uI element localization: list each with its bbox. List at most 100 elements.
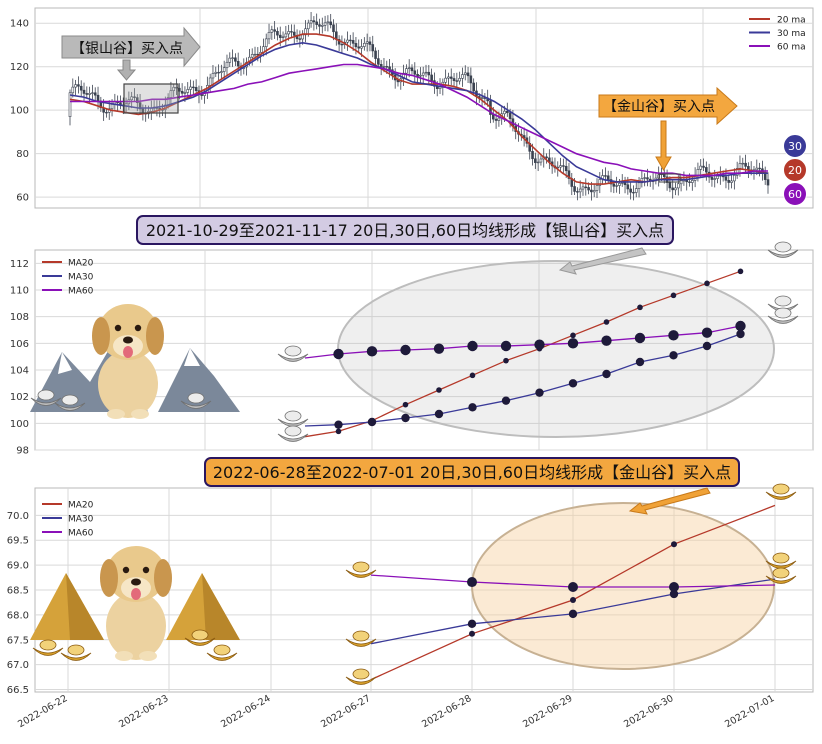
candle-body: [183, 92, 187, 94]
candle-body: [668, 182, 672, 189]
silver-arrow: [61, 26, 201, 68]
candle-body: [671, 187, 674, 191]
candle-body: [480, 97, 484, 99]
point-ma30: [367, 417, 377, 427]
candle-body: [105, 111, 108, 114]
candle: [105, 108, 108, 118]
silver-ingot-start-ma60-dome: [284, 345, 302, 357]
candle: [581, 183, 585, 196]
candle: [77, 76, 80, 94]
candle-body: [497, 117, 501, 121]
gold-ingot-start-ma60-body: [345, 569, 377, 578]
candle-body: [93, 92, 97, 96]
candle-body: [405, 68, 408, 74]
legend-label-60-ma: 60 ma: [777, 43, 806, 53]
candle-body: [363, 43, 366, 47]
point-ma20: [570, 332, 576, 339]
candle-body: [724, 176, 728, 181]
candle-body: [629, 188, 632, 193]
candle-body: [452, 78, 456, 81]
point-ma20: [402, 401, 409, 408]
candle: [562, 158, 565, 175]
silver-ingot-body: [30, 397, 62, 406]
candle-body: [733, 175, 736, 182]
line-60-ma: [70, 63, 768, 177]
silver-ingot-body: [54, 402, 86, 411]
candle: [220, 64, 223, 79]
gold-ingot-end-ma30: [765, 552, 797, 569]
point-ma20: [637, 304, 643, 311]
candle: [284, 25, 288, 46]
candle: [576, 187, 579, 201]
candle-body: [427, 71, 431, 76]
point-ma20: [737, 268, 744, 275]
gold-ingot-start-ma60-dome: [352, 561, 370, 573]
candle: [410, 64, 414, 75]
silver-ingot-dome: [187, 392, 205, 404]
candle-body: [562, 165, 565, 167]
candle: [536, 153, 540, 172]
candle: [424, 64, 428, 78]
candle-body: [573, 186, 576, 192]
silver-valley-title-box: [136, 215, 674, 245]
dog-illustration-eye-left: [122, 566, 130, 574]
point-ma30: [468, 403, 477, 412]
series-ma60: [370, 574, 776, 593]
candle-body: [578, 188, 582, 193]
silver-pointer-arrow: [558, 247, 647, 275]
y-tick-label: 68.0: [7, 610, 29, 621]
line-ma60: [304, 325, 741, 359]
silver-ingot-start-ma30-dome: [284, 410, 302, 422]
candle-body: [169, 90, 173, 98]
dog-illustration-ear-right: [146, 317, 164, 355]
y-tick-label: 108: [10, 312, 29, 323]
candle: [180, 83, 184, 98]
badge-label-60: 60: [788, 188, 802, 201]
candle: [329, 13, 332, 29]
candle: [357, 39, 361, 54]
gold-ingot-body: [32, 647, 64, 656]
candle-body: [449, 76, 453, 79]
silver-ingot-start-ma60: [277, 345, 309, 362]
point-ma30: [635, 357, 645, 367]
candle: [413, 62, 417, 83]
candle-body: [290, 31, 293, 33]
candle: [452, 72, 456, 88]
candle-body: [559, 165, 562, 168]
candle: [250, 48, 254, 66]
dog-illustration-nose: [123, 336, 133, 344]
candle-body: [178, 87, 181, 92]
candle-body: [766, 179, 770, 186]
legend-label-ma30: MA30: [68, 273, 94, 283]
candle-body: [236, 60, 240, 67]
candle: [405, 64, 408, 80]
candle: [267, 23, 271, 45]
y-tick-label: 100: [10, 106, 29, 117]
dog-illustration-ear-right: [154, 559, 172, 597]
dog-illustration-paw-right: [131, 409, 149, 419]
candle-body: [531, 151, 534, 160]
candle-body: [214, 71, 218, 74]
series-ma30: [370, 578, 776, 645]
candle-body: [564, 165, 568, 172]
mountain-left-snow: [58, 352, 72, 374]
candle: [74, 79, 77, 96]
candle-body: [110, 104, 114, 110]
legend-label-ma20: MA20: [68, 501, 94, 511]
candle-body: [368, 41, 372, 45]
y-tick-label: 68.5: [7, 586, 29, 597]
point-ma20: [670, 292, 677, 299]
series-ma60: [304, 320, 746, 360]
series-ma20: [370, 504, 776, 681]
gold-ingot-dome: [191, 629, 209, 641]
line-ma20: [304, 270, 741, 438]
y-tick-label: 69.5: [7, 536, 29, 547]
point-ma60: [500, 340, 512, 352]
gold-pyramid-left-shade: [66, 573, 104, 640]
badge-label-20: 20: [788, 164, 802, 177]
gold-ingot: [60, 644, 92, 661]
y-tick-label: 67.0: [7, 660, 29, 671]
candle-body: [292, 31, 296, 36]
candle: [368, 36, 372, 52]
